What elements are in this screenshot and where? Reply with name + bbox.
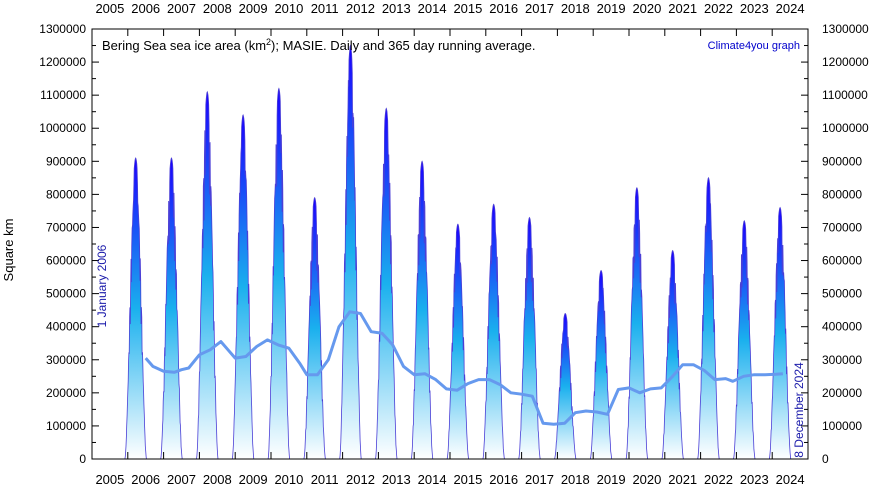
- daily-ice-season-2023: [733, 220, 756, 460]
- x-tick-label-top: 2012: [346, 1, 375, 16]
- x-axis-bottom: 2005 2006 2007 2008 2009 2010 2011 2012 2013 2014…: [91, 452, 809, 487]
- y-axis-label: Square km: [1, 219, 16, 282]
- x-tick-label-bottom: 2018: [561, 472, 590, 487]
- y-tick-label-right: 900000: [822, 154, 862, 168]
- x-tick-label-bottom: 2005: [95, 472, 124, 487]
- y-tick-label-left: 0: [79, 452, 86, 466]
- x-tick-label-top: 2013: [382, 1, 411, 16]
- daily-ice-season-2013: [375, 107, 398, 460]
- y-tick-label-right: 700000: [822, 220, 862, 234]
- daily-ice-season-2021: [661, 249, 684, 460]
- y-tick-label-right: 800000: [822, 187, 862, 201]
- x-tick-label-top: 2010: [274, 1, 303, 16]
- y-tick-label-right: 600000: [822, 254, 862, 268]
- x-tick-label-top: 2005: [95, 1, 124, 16]
- chart-title-main: Bering Sea sea ice area (km: [102, 38, 266, 53]
- y-tick-label-right: 1100000: [822, 88, 868, 102]
- x-tick-label-bottom: 2023: [740, 472, 769, 487]
- y-tick-label-left: 1000000: [39, 121, 86, 135]
- x-tick-label-top: 2021: [668, 1, 697, 16]
- x-tick-label-bottom: 2020: [632, 472, 661, 487]
- y-tick-label-left: 700000: [46, 220, 86, 234]
- y-tick-label-left: 800000: [46, 187, 86, 201]
- start-annotation: 1 January 2006: [95, 244, 109, 327]
- daily-series: [124, 44, 792, 460]
- y-tick-label-right: 300000: [822, 353, 862, 367]
- x-tick-label-top: 2015: [453, 1, 482, 16]
- daily-ice-season-2010: [267, 87, 291, 460]
- y-tick-label-left: 500000: [46, 287, 86, 301]
- x-tick-label-top: 2016: [489, 1, 518, 16]
- x-tick-label-top: 2009: [239, 1, 268, 16]
- y-tick-label-left: 300000: [46, 353, 86, 367]
- y-axis-left: 0 100000 200000 300000 400000 500000 600000 700…: [39, 22, 99, 466]
- x-tick-label-top: 2023: [740, 1, 769, 16]
- credit-label: Climate4you graph: [708, 40, 800, 52]
- x-tick-label-bottom: 2009: [239, 472, 268, 487]
- x-tick-label-bottom: 2011: [311, 472, 339, 487]
- x-tick-label-bottom: 2022: [704, 472, 733, 487]
- daily-ice-season-2008: [196, 90, 219, 460]
- y-tick-label-left: 200000: [46, 386, 86, 400]
- y-tick-label-left: 1100000: [40, 88, 86, 102]
- y-tick-label-right: 200000: [822, 386, 862, 400]
- x-tick-label-top: 2006: [131, 1, 160, 16]
- x-tick-label-top: 2024: [776, 1, 805, 16]
- chart-title-tail: ); MASIE. Daily and 365 day running aver…: [271, 38, 535, 53]
- x-tick-label-top: 2014: [418, 1, 447, 16]
- y-tick-label-left: 1300000: [39, 22, 86, 36]
- x-tick-label-bottom: 2007: [167, 472, 196, 487]
- x-tick-label-bottom: 2006: [131, 472, 160, 487]
- daily-ice-season-2006: [124, 157, 147, 460]
- daily-ice-season-2007: [160, 157, 183, 460]
- x-tick-label-bottom: 2012: [346, 472, 375, 487]
- y-tick-label-right: 500000: [822, 287, 862, 301]
- end-annotation: 8 December 2024: [792, 362, 806, 458]
- x-tick-label-top: 2022: [704, 1, 733, 16]
- y-tick-label-left: 600000: [46, 254, 86, 268]
- x-tick-label-bottom: 2019: [597, 472, 626, 487]
- x-tick-label-bottom: 2017: [525, 472, 554, 487]
- x-tick-label-bottom: 2014: [418, 472, 447, 487]
- daily-ice-season-2009: [231, 114, 255, 460]
- daily-ice-season-2016: [482, 203, 505, 460]
- y-tick-label-left: 400000: [46, 320, 86, 334]
- running-average-line: [144, 310, 784, 426]
- x-tick-label-bottom: 2024: [776, 472, 805, 487]
- x-tick-label-top: 2017: [525, 1, 554, 16]
- y-tick-label-right: 0: [822, 452, 829, 466]
- y-tick-label-left: 1200000: [39, 55, 86, 69]
- y-tick-label-right: 1200000: [822, 55, 869, 69]
- x-axis-top: 2005 2006 2007 2008 2009 2010 2011 2012 2013 2014…: [91, 1, 809, 36]
- x-tick-label-bottom: 2010: [274, 472, 303, 487]
- daily-ice-season-2015: [446, 223, 470, 460]
- y-tick-label-right: 400000: [822, 320, 862, 334]
- daily-ice-season-2014: [410, 160, 434, 460]
- x-tick-label-top: 2008: [203, 1, 232, 16]
- x-tick-label-top: 2007: [167, 1, 196, 16]
- x-tick-label-bottom: 2013: [382, 472, 411, 487]
- y-axis-right: 0 100000 200000 300000 400000 500000 600000 700…: [801, 22, 869, 466]
- x-tick-label-top: 2018: [561, 1, 590, 16]
- x-tick-label-top: 2011: [311, 1, 339, 16]
- y-tick-label-right: 1000000: [822, 121, 869, 135]
- y-tick-label-right: 1300000: [822, 22, 869, 36]
- x-tick-label-bottom: 2008: [203, 472, 232, 487]
- y-tick-label-left: 100000: [46, 419, 86, 433]
- x-tick-label-top: 2020: [632, 1, 661, 16]
- y-tick-label-right: 100000: [822, 419, 862, 433]
- x-tick-label-bottom: 2021: [668, 472, 697, 487]
- daily-ice-season-2012: [339, 44, 362, 460]
- x-tick-label-bottom: 2016: [489, 472, 518, 487]
- daily-ice-season-2024: [768, 206, 792, 460]
- y-tick-label-left: 900000: [46, 154, 86, 168]
- x-tick-label-bottom: 2015: [453, 472, 482, 487]
- chart-title: Bering Sea sea ice area (km2); MASIE. Da…: [102, 37, 536, 53]
- x-tick-label-top: 2019: [597, 1, 626, 16]
- chart-title-sup: 2: [266, 37, 271, 47]
